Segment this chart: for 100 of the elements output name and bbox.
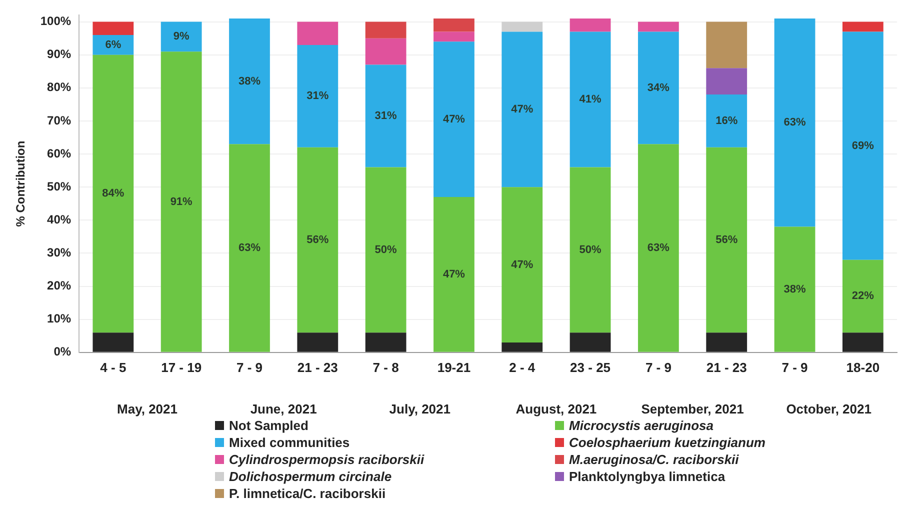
legend-label: Not Sampled [229,418,308,433]
x-tick-label: 4 - 5 [100,360,126,375]
bar [502,342,543,352]
bar [502,187,543,342]
x-tick-label: 19-21 [437,360,471,375]
legend-label: P. limnetica/C. raciborskii [229,486,386,501]
bar [92,22,134,36]
data-label: 47% [442,268,466,280]
data-label: 31% [306,90,329,102]
data-label: 63% [647,242,670,254]
bar [160,52,202,352]
legend-label: Mixed communities [229,435,350,450]
bar [502,32,543,188]
y-tick-label: 50% [47,179,72,194]
data-label: 63% [784,116,806,129]
bar [229,144,270,352]
bar [570,32,611,168]
bar [365,38,406,65]
data-label: 47% [511,103,534,116]
bar [842,32,884,260]
bar [842,260,884,333]
text: July, 2021 [389,402,450,417]
bar [706,147,748,333]
bar [297,332,338,352]
y-tick-label: 90% [47,47,72,62]
legend-label: Planktolyngbya limnetica [569,469,726,484]
data-label: 22% [852,290,874,302]
data-label: 63% [238,242,261,254]
bar [842,332,884,352]
bar [638,144,679,352]
data-label: 56% [716,234,738,246]
bar [570,18,611,32]
x-tick-label: 7 - 9 [645,360,672,375]
bar [434,197,474,352]
y-tick-label: 0% [54,344,72,359]
bar [706,22,748,68]
bar [297,44,338,148]
y-tick-label: 60% [47,146,72,160]
data-label: 47% [442,113,466,126]
y-axis-title: % Contribution [14,140,28,227]
bar [842,22,884,32]
data-label: 91% [170,196,193,208]
text: May, 2021 [117,402,178,417]
bar [92,35,134,55]
x-tick-label: 17 - 19 [161,360,202,375]
data-label: 38% [238,75,261,88]
y-tick-label: 10% [47,312,72,326]
bar [160,22,202,52]
data-label: 69% [852,140,874,152]
x-tick-label: 7 - 9 [782,360,808,375]
x-tick-label: 18-20 [846,360,880,375]
data-label: 16% [716,115,738,128]
text: August, 2021 [516,402,597,417]
data-label: 6% [105,38,122,51]
y-tick-label: 70% [47,113,72,128]
y-tick-label: 40% [47,212,72,226]
data-label: 9% [173,30,190,43]
y-tick-label: 30% [47,246,72,260]
bar [774,226,816,352]
bar [229,18,270,144]
x-tick-label: 21 - 23 [297,360,338,375]
data-label: 41% [579,94,602,106]
data-label: 84% [102,188,124,200]
bar [638,32,679,144]
bar [706,68,748,95]
legend-label: Coelosphaerium kuetzingianum [569,435,766,450]
y-tick-label: 80% [47,80,72,94]
bar [365,64,406,168]
legend-label: Microcystis aeruginosa [569,418,714,433]
text: October, 2021 [786,402,872,417]
text: June, 2021 [250,402,317,417]
bar [570,332,611,352]
bar [434,32,474,42]
bar [570,167,611,333]
bar [434,18,474,32]
x-tick-label: 21 - 23 [706,360,747,375]
legend-label: Cylindrospermopsis raciborskii [229,452,424,467]
x-tick-label: 2 - 4 [509,360,536,375]
text: September, 2021 [641,402,744,417]
data-label: 38% [784,283,806,296]
y-tick-label: 20% [47,278,72,293]
y-tick-label: 100% [40,14,72,28]
bar [92,54,134,333]
bar [365,167,406,333]
x-tick-label: 23 - 25 [570,360,611,375]
bar [297,22,338,45]
data-label: 31% [374,110,398,122]
legend-label: Dolichospermum circinale [229,469,392,484]
bar [706,94,748,148]
bar [297,147,338,333]
bar [434,42,474,198]
legend-label: M.aeruginosa/C. raciborskii [569,452,739,467]
data-label: 34% [647,82,670,94]
x-tick-label: 7 - 8 [372,360,399,375]
data-label: 50% [579,244,602,256]
bar [706,332,748,352]
bar [774,18,816,227]
bar [365,22,406,38]
bar [365,332,406,352]
bar [92,332,134,352]
